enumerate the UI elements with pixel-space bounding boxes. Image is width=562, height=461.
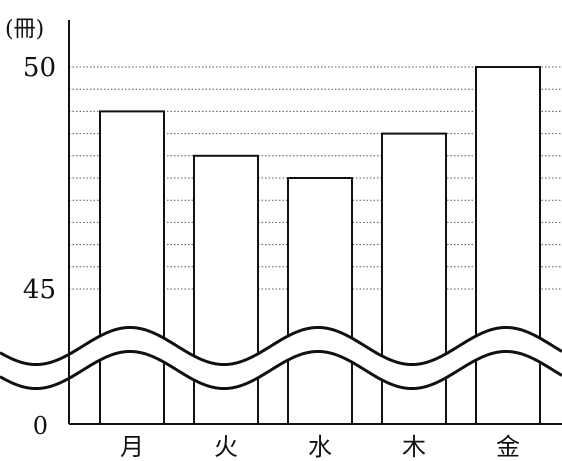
axes bbox=[68, 20, 562, 425]
labels: (冊) 0 bbox=[5, 17, 48, 440]
bars bbox=[99, 66, 541, 426]
bar-3 bbox=[287, 177, 353, 425]
x-tick-label: 月 bbox=[120, 433, 144, 461]
x-tick-labels: 月火水木金 bbox=[120, 433, 520, 461]
y-unit-label: (冊) bbox=[5, 17, 44, 42]
origin-label: 0 bbox=[33, 412, 48, 440]
break-wave-upper bbox=[0, 325, 562, 367]
y-tick-label: 45 bbox=[23, 275, 56, 305]
bar-1 bbox=[99, 110, 165, 426]
y-tick-labels: 45 50 bbox=[23, 53, 56, 305]
break-fill bbox=[0, 327, 562, 389]
x-tick-label: 木 bbox=[402, 433, 426, 461]
bar-5 bbox=[475, 66, 541, 425]
x-tick-label: 金 bbox=[496, 433, 520, 461]
break-wave-lower bbox=[0, 349, 562, 391]
axis-break-band bbox=[0, 325, 562, 391]
x-tick-label: 水 bbox=[308, 433, 332, 461]
x-tick-label: 火 bbox=[214, 433, 238, 461]
y-tick-label: 50 bbox=[23, 53, 56, 83]
